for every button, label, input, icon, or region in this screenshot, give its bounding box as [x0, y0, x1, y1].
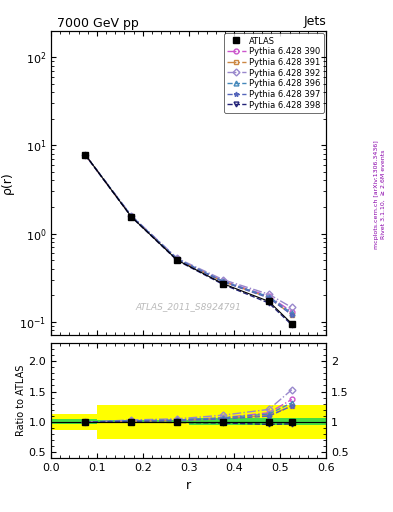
- Pythia 6.428 396: [266, 294, 271, 300]
- Pythia 6.428 390: [175, 256, 180, 262]
- Pythia 6.428 391: [221, 279, 226, 285]
- ATLAS: [83, 152, 88, 158]
- Pythia 6.428 397: [129, 213, 134, 219]
- Pythia 6.428 391: [175, 257, 180, 263]
- Pythia 6.428 398: [129, 214, 134, 220]
- Pythia 6.428 392: [83, 152, 88, 158]
- ATLAS: [221, 281, 226, 287]
- Pythia 6.428 392: [221, 276, 226, 283]
- X-axis label: r: r: [186, 479, 191, 492]
- Pythia 6.428 398: [266, 300, 271, 306]
- Text: ATLAS_2011_S8924791: ATLAS_2011_S8924791: [136, 302, 242, 311]
- Line: Pythia 6.428 390: Pythia 6.428 390: [83, 153, 294, 314]
- Pythia 6.428 396: [129, 213, 134, 219]
- Pythia 6.428 390: [129, 213, 134, 219]
- Pythia 6.428 397: [175, 256, 180, 262]
- Pythia 6.428 398: [290, 322, 294, 328]
- Pythia 6.428 397: [83, 152, 88, 158]
- ATLAS: [266, 298, 271, 305]
- Line: ATLAS: ATLAS: [83, 152, 295, 327]
- Pythia 6.428 391: [129, 213, 134, 219]
- ATLAS: [290, 321, 294, 327]
- Pythia 6.428 398: [175, 258, 180, 264]
- ATLAS: [129, 214, 134, 220]
- Pythia 6.428 392: [129, 212, 134, 219]
- Pythia 6.428 391: [290, 312, 294, 318]
- Pythia 6.428 397: [221, 279, 226, 285]
- Text: mcplots.cern.ch [arXiv:1306.3436]: mcplots.cern.ch [arXiv:1306.3436]: [374, 140, 379, 249]
- Pythia 6.428 396: [83, 152, 88, 158]
- Pythia 6.428 390: [266, 293, 271, 299]
- Pythia 6.428 391: [266, 294, 271, 301]
- Pythia 6.428 396: [221, 278, 226, 284]
- Pythia 6.428 392: [266, 291, 271, 297]
- Line: Pythia 6.428 391: Pythia 6.428 391: [83, 153, 294, 317]
- Line: Pythia 6.428 397: Pythia 6.428 397: [83, 153, 294, 317]
- Text: 7000 GeV pp: 7000 GeV pp: [57, 16, 138, 30]
- Pythia 6.428 397: [290, 312, 294, 318]
- Pythia 6.428 398: [221, 281, 226, 287]
- Pythia 6.428 396: [290, 310, 294, 316]
- Pythia 6.428 396: [175, 256, 180, 262]
- Line: Pythia 6.428 398: Pythia 6.428 398: [83, 153, 294, 327]
- Pythia 6.428 392: [175, 255, 180, 261]
- Pythia 6.428 391: [83, 152, 88, 158]
- Pythia 6.428 397: [266, 295, 271, 301]
- Text: Rivet 3.1.10,  ≥ 2.6M events: Rivet 3.1.10, ≥ 2.6M events: [381, 150, 386, 239]
- Y-axis label: Ratio to ATLAS: Ratio to ATLAS: [16, 365, 26, 436]
- Pythia 6.428 390: [83, 152, 88, 158]
- Pythia 6.428 390: [290, 309, 294, 315]
- Pythia 6.428 398: [83, 152, 88, 158]
- Pythia 6.428 392: [290, 305, 294, 311]
- Y-axis label: ρ(r): ρ(r): [1, 172, 14, 195]
- Text: Jets: Jets: [303, 15, 326, 28]
- Line: Pythia 6.428 392: Pythia 6.428 392: [83, 153, 294, 310]
- ATLAS: [175, 257, 180, 263]
- Line: Pythia 6.428 396: Pythia 6.428 396: [83, 153, 294, 315]
- Pythia 6.428 390: [221, 278, 226, 284]
- Legend: ATLAS, Pythia 6.428 390, Pythia 6.428 391, Pythia 6.428 392, Pythia 6.428 396, P: ATLAS, Pythia 6.428 390, Pythia 6.428 39…: [224, 33, 324, 113]
